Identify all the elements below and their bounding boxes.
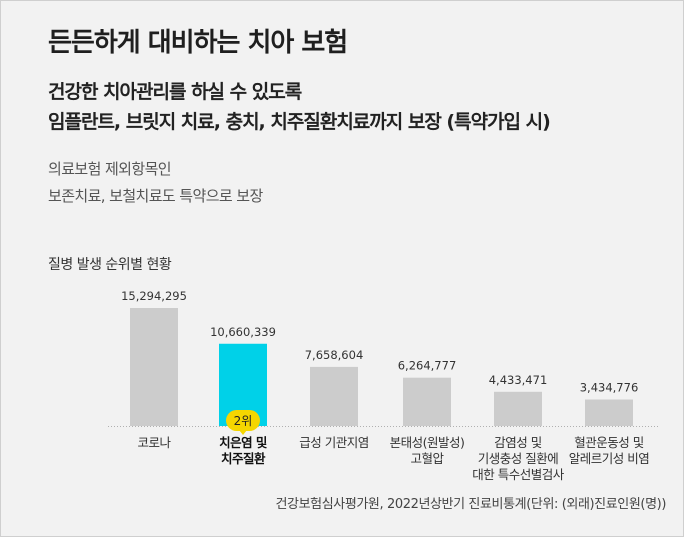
subtitle-line-1: 건강한 치아관리를 하실 수 있도록 [48, 81, 302, 103]
bar-4 [403, 377, 451, 426]
bar-1 [130, 308, 178, 426]
page-title: 든든하게 대비하는 치아 보험 [48, 28, 348, 58]
category-label-4-line-1: 본태성(원발성) [390, 435, 465, 450]
rank-badge: 2위 [234, 414, 253, 428]
note-line-2: 보존치료, 보철치료도 특약으로 보장 [48, 187, 263, 205]
category-label-6-line-1: 혈관운동성 및 [574, 435, 643, 450]
value-label-2: 10,660,339 [210, 325, 276, 339]
value-label-5: 4,433,471 [489, 373, 548, 387]
category-label-1: 코로나 [137, 435, 171, 450]
category-label-4-line-2: 고혈압 [410, 451, 444, 466]
category-label-5-line-2: 기생충성 질환에 [478, 451, 558, 466]
bar-3 [310, 366, 358, 426]
value-label-4: 6,264,777 [398, 359, 457, 373]
category-label-2-line-1: 치은염 및 [219, 435, 267, 450]
bar-5 [494, 391, 542, 426]
value-label-3: 7,658,604 [305, 348, 364, 362]
bar-6 [585, 399, 633, 426]
subtitle-line-2: 임플란트, 브릿지 치료, 충치, 치주질환치료까지 보장 (특약가입 시) [48, 111, 551, 133]
source-note: 건강보험심사평가원, 2022년상반기 진료비통계(단위: (외래)진료인원(명… [275, 497, 666, 512]
rank-badge-pointer [239, 430, 247, 435]
subtitle: 건강한 치아관리를 하실 수 있도록 임플란트, 브릿지 치료, 충치, 치주질… [48, 77, 551, 137]
category-label-5-line-1: 감염성 및 [494, 435, 541, 450]
value-label-6: 3,434,776 [580, 380, 639, 394]
notes: 의료보험 제외항목인 보존치료, 보철치료도 특약으로 보장 [48, 156, 263, 210]
note-line-1: 의료보험 제외항목인 [48, 160, 172, 178]
chart-title: 질병 발생 순위별 현황 [48, 257, 172, 273]
category-label-3: 급성 기관지염 [299, 435, 368, 450]
value-label-1: 15,294,295 [121, 289, 187, 303]
category-label-5-line-3: 대한 특수선별검사 [472, 467, 564, 482]
category-label-2-line-2: 치주질환 [221, 451, 266, 466]
category-label-6-line-2: 알레르기성 비염 [569, 451, 649, 466]
rank-badge-bg [226, 410, 260, 431]
